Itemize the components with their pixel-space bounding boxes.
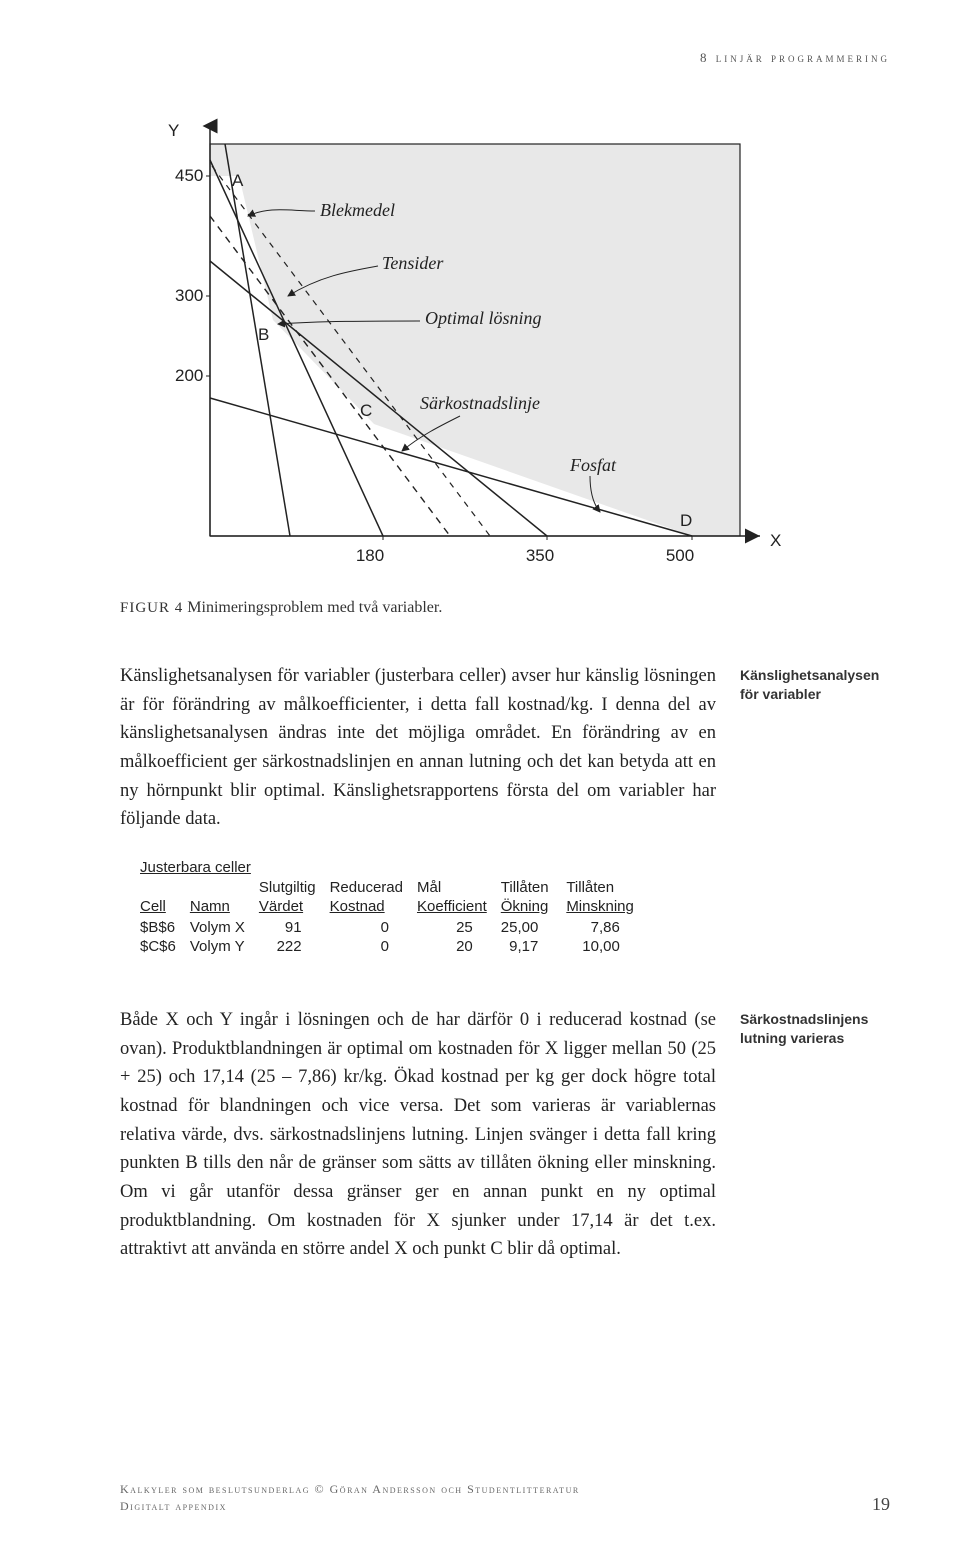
ytick-450: 450: [175, 166, 203, 185]
cell: Volym X: [190, 916, 259, 937]
footer-line1: Kalkyler som beslutsunderlag © Göran And…: [120, 1481, 580, 1498]
figure-svg: 450 300 200 180 350 500 Y X A B C D Blek…: [120, 106, 840, 586]
cell: Volym Y: [190, 937, 259, 956]
cell: 25,00: [501, 916, 567, 937]
th-minskning: Minskning: [566, 898, 634, 915]
footer-line2: Digitalt appendix: [120, 1498, 580, 1515]
th-reducerad: Reducerad: [330, 878, 417, 897]
page-footer: Kalkyler som beslutsunderlag © Göran And…: [120, 1481, 890, 1515]
figure-number: FIGUR 4: [120, 600, 183, 616]
th-kostnad: Kostnad: [330, 898, 403, 915]
th-slutgiltig: Slutgiltig: [259, 878, 330, 897]
cell: $B$6: [140, 916, 190, 937]
x-axis-label: X: [770, 531, 781, 550]
ytick-300: 300: [175, 286, 203, 305]
cell: 222: [259, 937, 330, 956]
margin-note-1: Känslighets­analysen för variabler: [740, 662, 890, 704]
cell: 0: [330, 937, 417, 956]
label-sarkost: Särkostnadslinje: [420, 393, 540, 413]
ytick-200: 200: [175, 366, 203, 385]
cell: 91: [259, 916, 330, 937]
cell: 0: [330, 916, 417, 937]
figure-4: 450 300 200 180 350 500 Y X A B C D Blek…: [120, 106, 890, 617]
cell: 25: [417, 916, 501, 937]
cell: 9,17: [501, 937, 567, 956]
xtick-500: 500: [666, 546, 694, 565]
th-tillaten2: Tillåten: [566, 878, 648, 897]
figure-caption: FIGUR 4 Minimeringsproblem med två varia…: [120, 599, 890, 617]
figure-caption-text: Minimeringsproblem med två variabler.: [187, 599, 442, 616]
cell: 10,00: [566, 937, 648, 956]
y-axis-label: Y: [168, 121, 179, 140]
cell: $C$6: [140, 937, 190, 956]
th-tillaten1: Tillåten: [501, 878, 567, 897]
table-row: $B$6 Volym X 91 0 25 25,00 7,86: [140, 916, 648, 937]
adjustable-cells-table: Justerbara celler Slutgiltig Reducerad M…: [140, 859, 890, 956]
th-cell: Cell: [140, 898, 176, 915]
label-fosfat: Fosfat: [569, 455, 617, 475]
cell: 7,86: [566, 916, 648, 937]
point-A: A: [232, 171, 244, 190]
label-blekmedel: Blekmedel: [320, 200, 395, 220]
th-okning: Ökning: [501, 898, 553, 915]
table-title: Justerbara celler: [140, 859, 890, 876]
th-mal: Mål: [417, 878, 501, 897]
margin-note-2: Särkostnads­linjens lutning varieras: [740, 1006, 890, 1048]
xtick-180: 180: [356, 546, 384, 565]
running-head: 8 linjär programmering: [120, 50, 890, 66]
point-D: D: [680, 511, 692, 530]
th-namn: Namn: [190, 898, 245, 915]
label-optimal: Optimal lösning: [425, 308, 542, 328]
paragraph-1: Känslighetsanalysen för variabler (juste…: [120, 662, 716, 834]
th-koeff: Koefficient: [417, 898, 487, 915]
th-vardet: Värdet: [259, 898, 316, 915]
point-B: B: [258, 325, 269, 344]
paragraph-2: Både X och Y ingår i lösningen och de ha…: [120, 1006, 716, 1264]
point-C: C: [360, 401, 372, 420]
xtick-350: 350: [526, 546, 554, 565]
label-tensider: Tensider: [382, 253, 444, 273]
cell: 20: [417, 937, 501, 956]
page-number: 19: [872, 1494, 890, 1515]
table-row: $C$6 Volym Y 222 0 20 9,17 10,00: [140, 937, 648, 956]
